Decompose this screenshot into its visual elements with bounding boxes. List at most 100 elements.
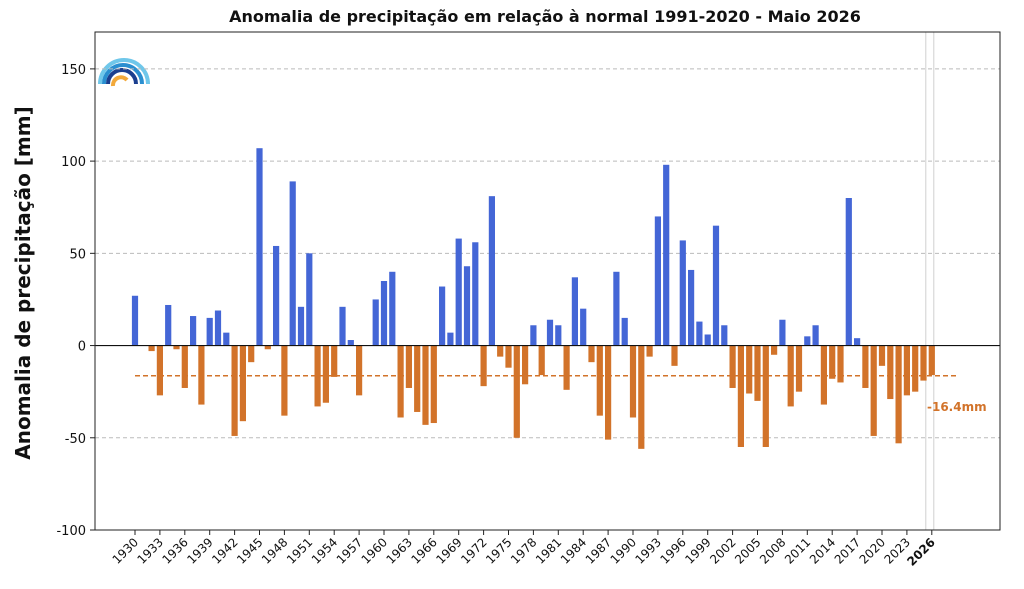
bar bbox=[621, 317, 628, 346]
y-tick-label: -50 bbox=[65, 432, 86, 447]
bar bbox=[397, 345, 404, 418]
bar bbox=[331, 345, 338, 377]
bar bbox=[688, 269, 695, 346]
bar bbox=[530, 325, 537, 346]
bar bbox=[829, 345, 836, 379]
mean-line-label: -16.4mm bbox=[927, 400, 987, 414]
bar bbox=[165, 304, 172, 346]
bar bbox=[729, 345, 736, 388]
bar bbox=[430, 345, 437, 424]
x-tick-label: 2008 bbox=[757, 535, 788, 566]
bar bbox=[455, 238, 462, 346]
bar bbox=[505, 345, 512, 368]
bar bbox=[605, 345, 612, 440]
x-tick-label: 1996 bbox=[657, 535, 688, 566]
bar bbox=[190, 316, 197, 346]
bar bbox=[148, 345, 155, 352]
bar bbox=[522, 345, 529, 385]
bar bbox=[181, 345, 188, 388]
y-tick-label: -100 bbox=[56, 524, 86, 539]
bar bbox=[356, 345, 363, 396]
bar bbox=[538, 345, 545, 376]
x-tick-label: 1999 bbox=[682, 535, 713, 566]
x-tick-label: 1957 bbox=[334, 535, 365, 566]
bar bbox=[389, 271, 396, 346]
y-axis-label: Anomalia de precipitação [mm] bbox=[11, 106, 35, 460]
x-tick-label: 1972 bbox=[458, 535, 489, 566]
x-tick-label: 1984 bbox=[558, 535, 589, 566]
bar bbox=[405, 345, 412, 388]
bar bbox=[920, 345, 927, 381]
bar bbox=[422, 345, 429, 425]
x-tick-label: 2005 bbox=[732, 535, 763, 566]
bar bbox=[273, 245, 280, 346]
bar bbox=[555, 325, 562, 346]
x-tick-label: 1930 bbox=[110, 535, 141, 566]
bar bbox=[903, 345, 910, 396]
bar bbox=[414, 345, 421, 412]
weather-logo-icon bbox=[98, 58, 150, 87]
bar bbox=[563, 345, 570, 390]
x-tick-label: 1939 bbox=[184, 535, 215, 566]
bar bbox=[596, 345, 603, 416]
bar bbox=[663, 164, 670, 346]
bar bbox=[497, 345, 504, 357]
bar bbox=[771, 345, 778, 355]
x-tick-label: 1969 bbox=[433, 535, 464, 566]
x-tick-label: 2017 bbox=[832, 535, 863, 566]
x-tick-label: 1966 bbox=[408, 535, 439, 566]
bar bbox=[696, 321, 703, 346]
bar bbox=[463, 266, 471, 346]
bar bbox=[439, 286, 446, 346]
x-tick-label: 1975 bbox=[483, 535, 514, 566]
bar bbox=[712, 225, 720, 346]
x-tick-label: 2011 bbox=[782, 535, 813, 566]
x-tick-label: 2014 bbox=[807, 535, 838, 566]
bar bbox=[629, 345, 637, 418]
bar bbox=[380, 281, 388, 346]
x-tick-label: 1942 bbox=[209, 535, 240, 566]
bar bbox=[746, 345, 753, 394]
bar bbox=[372, 299, 379, 346]
bar bbox=[546, 319, 554, 346]
bar bbox=[779, 319, 786, 346]
x-tick-label: 2026 bbox=[904, 535, 938, 569]
bar bbox=[480, 345, 487, 387]
bar bbox=[214, 310, 222, 346]
bar bbox=[488, 196, 495, 346]
plot-frame bbox=[94, 31, 1001, 531]
bar bbox=[281, 345, 288, 416]
chart-title: Anomalia de precipitação em relação à no… bbox=[229, 7, 861, 26]
y-tick-label: 50 bbox=[69, 247, 86, 262]
x-tick-label: 1978 bbox=[508, 535, 539, 566]
x-tick-label: 1954 bbox=[309, 535, 340, 566]
bar bbox=[239, 345, 246, 422]
bar bbox=[854, 338, 861, 346]
bar bbox=[704, 334, 711, 346]
bar bbox=[804, 336, 811, 346]
bar bbox=[862, 345, 869, 388]
bar bbox=[206, 317, 213, 346]
bar bbox=[671, 345, 678, 366]
x-tick-label: 1948 bbox=[259, 535, 290, 566]
x-tick-label: 1945 bbox=[234, 535, 265, 566]
bar bbox=[646, 345, 653, 357]
bar bbox=[721, 325, 728, 346]
bar bbox=[878, 345, 886, 366]
x-tick-label: 2002 bbox=[707, 535, 738, 566]
y-tick-label: 100 bbox=[61, 155, 86, 170]
bar bbox=[654, 216, 661, 346]
x-tick-label: 1987 bbox=[583, 535, 614, 566]
bar bbox=[912, 345, 919, 392]
y-tick-label: 150 bbox=[61, 63, 86, 78]
bar bbox=[472, 242, 479, 346]
bar bbox=[762, 345, 769, 447]
bar bbox=[795, 345, 803, 392]
bar bbox=[754, 345, 761, 401]
bar bbox=[264, 345, 271, 350]
bar bbox=[737, 345, 744, 447]
bar bbox=[895, 345, 902, 444]
bar bbox=[306, 253, 313, 346]
